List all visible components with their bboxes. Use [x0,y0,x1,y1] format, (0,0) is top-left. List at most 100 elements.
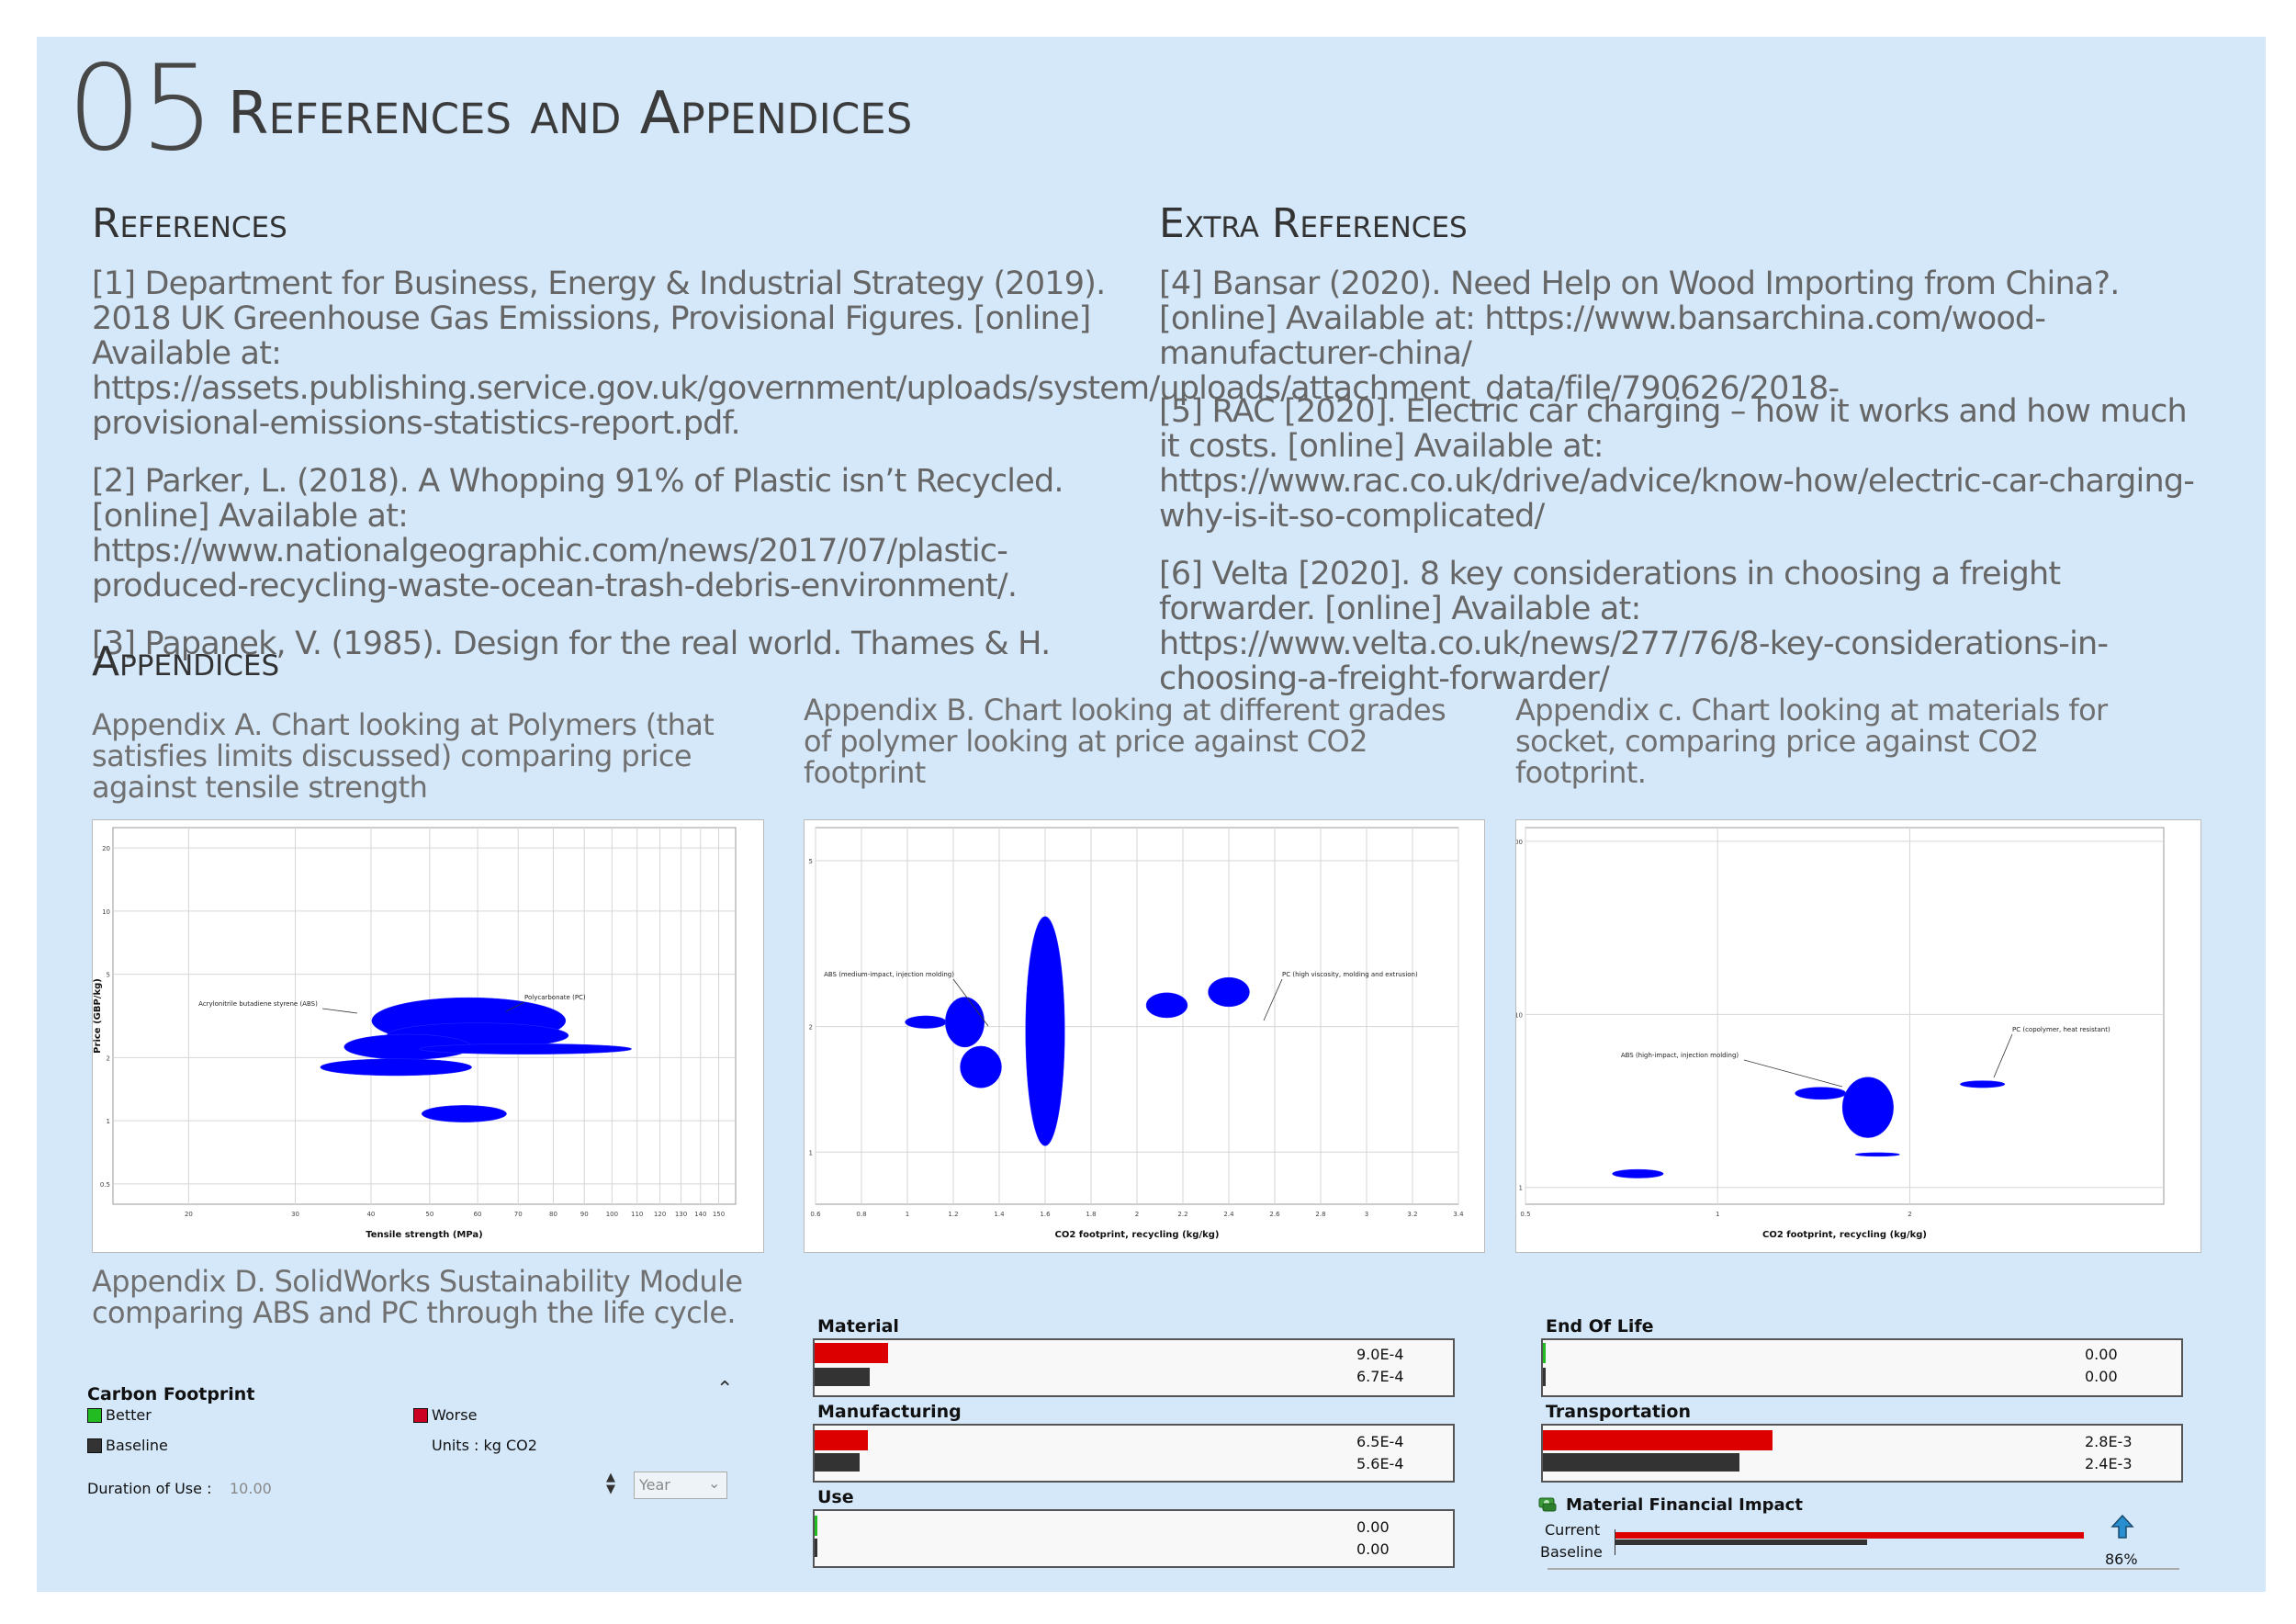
y-tick-label: 1 [809,1149,813,1156]
data-point [1841,1077,1894,1138]
manufacturing-baseline-bar [815,1453,861,1472]
reference-item: [2] Parker, L. (2018). A Whopping 91% of… [92,463,1064,604]
appendix-b-chart: 0.6 0.8 1 1.2 1.4 1.6 1.8 2 2.2 2.4 2.6 2.8 3 3.2 3.4 5… [804,819,1485,1253]
x-tick-label: 2 [1135,1211,1139,1218]
x-tick-label: 130 [675,1211,687,1218]
duration-input[interactable]: 10.00 [230,1480,272,1497]
x-tick-label: 2.4 [1223,1211,1234,1218]
x-tick-label: 3 [1365,1211,1368,1218]
extra-references-heading: Extra References [1159,200,1468,247]
x-axis-label: CO2 footprint, recycling (kg/kg) [1055,1230,1220,1240]
end-of-life-current-value: 0.00 [2085,1346,2118,1363]
annotation-leader [505,1001,525,1012]
data-point [960,1045,1002,1088]
x-tick-label: 2.2 [1177,1211,1187,1218]
financial-percent: 86% [2105,1551,2138,1568]
data-point [1612,1168,1664,1179]
financial-baseline-bar [1615,1539,1867,1545]
better-label: Better [106,1406,152,1424]
period-select[interactable]: Year ⌄ [634,1472,727,1499]
end-of-life-label: End Of Life [1546,1316,1654,1336]
collapse-chevron-icon[interactable]: ⌃ [716,1378,734,1401]
x-tick-label: 150 [713,1211,725,1218]
x-axis-label: Tensile strength (MPa) [366,1230,482,1240]
reference-item: [5] RAC [2020]. Electric car charging – … [1159,393,2195,535]
transportation-baseline-bar [1543,1453,1740,1472]
transportation-bar-box: 2.8E-3 2.4E-3 [1541,1424,2183,1483]
section-number: 05 [67,40,215,177]
annotation-leader [321,1008,358,1014]
units-label: Units : kg CO2 [432,1437,537,1454]
end-of-life-bar-box: 0.00 0.00 [1541,1338,2183,1397]
financial-divider [1548,1568,2179,1570]
y-tick-label: 1 [1519,1185,1523,1192]
up-arrow-icon [2110,1514,2134,1539]
x-tick-label: 80 [549,1211,557,1218]
worse-label: Worse [432,1406,478,1424]
end-of-life-baseline-value: 0.00 [2085,1368,2118,1385]
x-tick-label: 40 [366,1211,375,1218]
appendix-c-chart: 0.5 1 2 100 10 1 CO2 footprint, recycling (kg/… [1515,819,2201,1253]
plot-area [1525,827,2165,1205]
x-tick-label: 1.6 [1040,1211,1051,1218]
y-tick-label: 5 [107,972,110,979]
data-point [1960,1080,2006,1088]
x-tick-label: 1 [1716,1211,1719,1218]
y-tick-label: 2 [107,1054,110,1062]
appendix-c-caption: Appendix c. Chart looking at materials f… [1515,693,2108,790]
manufacturing-baseline-value: 5.6E-4 [1356,1455,1404,1472]
material-label: Material [817,1316,899,1336]
transportation-label: Transportation [1546,1402,1692,1422]
chart-c-svg: 0.5 1 2 100 10 1 CO2 footprint, recycling (kg/… [1516,827,2165,1240]
better-swatch [87,1408,102,1423]
y-axis-label: Price (GBP/kg) [93,978,103,1054]
x-tick-label: 0.6 [810,1211,821,1218]
end-of-life-baseline-bar [1543,1368,1546,1386]
data-point [419,1043,632,1054]
y-tick-label: 10 [102,908,110,916]
x-tick-label: 30 [291,1211,299,1218]
x-tick-label: 3.2 [1407,1211,1417,1218]
data-point [1025,916,1065,1146]
extra-references-list: [4] Bansar (2020). Need Help on Wood Imp… [1159,266,2215,719]
data-point [421,1105,507,1122]
use-label: Use [817,1487,854,1507]
data-point [945,997,985,1048]
x-tick-label: 140 [694,1211,706,1218]
y-tick-label: 20 [102,845,110,852]
x-tick-label: 100 [606,1211,618,1218]
page-title: References and Appendices [228,80,913,148]
annotation-leader [1263,978,1283,1021]
use-baseline-value: 0.00 [1356,1540,1390,1558]
x-axis-label: CO2 footprint, recycling (kg/kg) [1762,1230,1927,1240]
x-tick-label: 1.8 [1086,1211,1096,1218]
x-tick-label: 120 [654,1211,666,1218]
y-tick-label: 0.5 [100,1181,110,1189]
x-tick-label: 2 [1908,1211,1911,1218]
material-baseline-value: 6.7E-4 [1356,1368,1404,1385]
data-point [1145,992,1188,1019]
financial-title: Material Financial Impact [1566,1495,1803,1515]
appendix-a-chart: 20 30 40 50 60 70 80 90 100 110 120 130 140 150 20 10 5 2… [92,819,764,1253]
annotation-label: ABS (high-impact, injection molding) [1621,1052,1739,1059]
references-heading: References [92,200,287,247]
money-icon [1537,1493,1558,1513]
y-tick-label: 2 [809,1024,813,1032]
reference-item: [6] Velta [2020]. 8 key considerations i… [1159,556,2109,697]
reference-item: [4] Bansar (2020). Need Help on Wood Imp… [1159,265,2120,372]
annotation-leader [1993,1033,2013,1078]
duration-stepper-icon[interactable]: ▲ ▼ [606,1471,615,1496]
x-tick-label: 60 [474,1211,482,1218]
transportation-current-value: 2.8E-3 [2085,1433,2133,1450]
data-point [905,1015,947,1029]
use-baseline-bar [815,1539,817,1557]
x-tick-label: 0.5 [1520,1211,1530,1218]
x-tick-label: 2.8 [1315,1211,1325,1218]
reference-item: [3] Papanek, V. (1985). Design for the r… [92,626,1051,662]
material-bar-box: 9.0E-4 6.7E-4 [813,1338,1455,1397]
manufacturing-current-value: 6.5E-4 [1356,1433,1404,1450]
appendices-heading: Appendices [92,638,280,685]
x-tick-label: 20 [185,1211,193,1218]
annotation-label: PC (copolymer, heat resistant) [2012,1026,2110,1033]
x-tick-label: 90 [580,1211,589,1218]
